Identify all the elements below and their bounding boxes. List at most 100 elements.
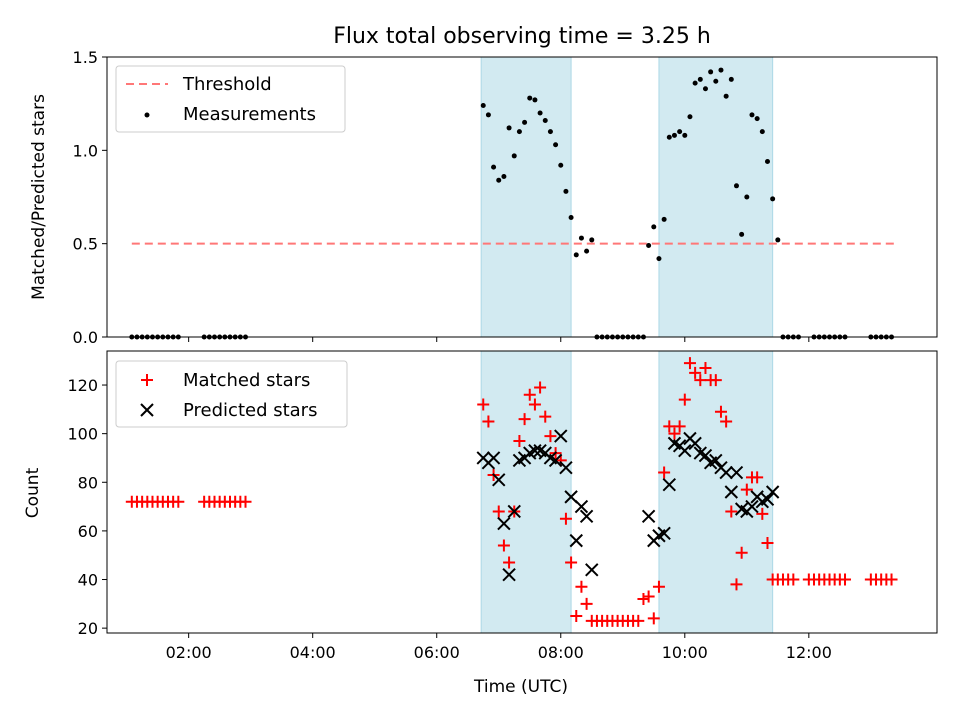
matched-legend-marker bbox=[141, 374, 153, 386]
predicted-star-point bbox=[719, 465, 733, 480]
matched-star-point bbox=[632, 614, 645, 627]
bottom-legend-box bbox=[115, 360, 348, 428]
top-panel: 0.0 0.5 1.0 1.5 Matched/Predicted stars Thr… bbox=[29, 48, 938, 347]
measurement-point bbox=[764, 159, 770, 165]
matched-star-point bbox=[761, 537, 774, 550]
measurement-point bbox=[733, 183, 739, 189]
matched-star-point bbox=[544, 430, 557, 443]
top-panel-legend: Threshold Measurements bbox=[115, 65, 346, 133]
matched-star-point bbox=[735, 546, 748, 559]
matched-star-point bbox=[725, 505, 738, 518]
measurement-point bbox=[692, 80, 698, 86]
y-tick-label: 120 bbox=[67, 376, 98, 395]
matched-star-point bbox=[714, 405, 727, 418]
measurement-point bbox=[739, 231, 745, 237]
predicted-star-point bbox=[745, 499, 759, 514]
matched-star-point bbox=[503, 556, 516, 569]
x-tick-label: 06:00 bbox=[414, 643, 460, 662]
matched-star-point bbox=[885, 573, 898, 586]
predicted-star-point bbox=[564, 490, 578, 504]
y-tick-label: 0.0 bbox=[73, 328, 98, 347]
measurement-point bbox=[646, 243, 652, 249]
measurement-point bbox=[728, 76, 734, 82]
matched-star-point bbox=[528, 398, 541, 411]
predicted-star-point bbox=[765, 485, 780, 499]
matched-star-point bbox=[694, 374, 707, 387]
bottom-panel: 20 40 60 80 100 120 02:00 04:00 06:00 08:00 10:00 1… bbox=[23, 350, 938, 697]
predicted-star-point bbox=[657, 526, 671, 541]
measurement-point bbox=[568, 215, 574, 221]
measurement-point bbox=[744, 194, 750, 200]
bottom-panel-frame bbox=[106, 350, 938, 634]
shaded-interval bbox=[480, 350, 572, 634]
matched-star-point bbox=[751, 471, 764, 484]
matched-star-point bbox=[663, 420, 676, 433]
matched-star-point bbox=[482, 415, 495, 428]
measurement-point bbox=[749, 112, 755, 118]
predicted-star-point bbox=[585, 563, 599, 577]
y-tick-label: 40 bbox=[78, 571, 98, 590]
matched-star-point bbox=[518, 413, 531, 426]
predicted-star-point bbox=[709, 453, 723, 468]
top-legend-box bbox=[115, 65, 346, 133]
measurement-point bbox=[687, 114, 693, 120]
measurement-point bbox=[677, 129, 683, 135]
top-panel-ylabel: Matched/Predicted stars bbox=[29, 94, 49, 300]
measurement-point bbox=[553, 142, 559, 148]
matched-star-point bbox=[565, 556, 578, 569]
measurement-point bbox=[713, 78, 719, 84]
measurement-point bbox=[511, 153, 517, 159]
measurement-point bbox=[563, 188, 569, 194]
matched-star-point bbox=[658, 466, 671, 479]
measurement-point bbox=[522, 119, 528, 125]
predicted-star-point bbox=[662, 477, 676, 492]
x-tick-label: 02:00 bbox=[166, 643, 212, 662]
matched-star-point bbox=[575, 580, 588, 593]
matched-star-point bbox=[839, 573, 852, 586]
predicted-star-point bbox=[698, 448, 713, 463]
predicted-star-point bbox=[497, 516, 511, 531]
predicted-star-point bbox=[486, 451, 501, 465]
predicted-star-point bbox=[528, 443, 542, 458]
matched-legend-label: Matched stars bbox=[183, 370, 310, 391]
predicted-star-point bbox=[502, 567, 516, 582]
predicted-star-point bbox=[569, 533, 583, 548]
predicted-star-point bbox=[678, 443, 692, 458]
matched-star-point bbox=[673, 420, 686, 433]
matched-star-point bbox=[730, 578, 743, 591]
shaded-interval bbox=[658, 56, 774, 338]
matched-star-point bbox=[756, 507, 769, 520]
matched-star-point bbox=[699, 362, 712, 375]
predicted-star-point bbox=[574, 499, 589, 514]
predicted-star-point bbox=[641, 509, 656, 524]
measurement-point bbox=[718, 67, 724, 73]
matched-star-point bbox=[513, 434, 526, 447]
matched-star-point bbox=[652, 580, 665, 593]
measurement-point bbox=[558, 162, 564, 168]
matched-star-point bbox=[570, 609, 583, 622]
matched-star-point bbox=[580, 597, 593, 610]
measurement-point bbox=[480, 103, 486, 109]
shaded-interval bbox=[658, 350, 774, 634]
chart-title: Flux total observing time = 3.25 h bbox=[333, 24, 711, 49]
measurement-point bbox=[671, 132, 677, 138]
matched-star-point bbox=[668, 427, 681, 440]
matched-star-point bbox=[787, 573, 800, 586]
measurement-point bbox=[496, 177, 502, 183]
y-tick-label: 20 bbox=[78, 619, 98, 638]
measurement-point bbox=[682, 132, 688, 138]
measurement-point bbox=[723, 93, 729, 99]
x-tick-label: 12:00 bbox=[786, 643, 832, 662]
measurement-point bbox=[584, 248, 590, 254]
measurement-point bbox=[537, 110, 543, 116]
measurement-point bbox=[527, 95, 533, 101]
predicted-star-point bbox=[554, 429, 568, 443]
matched-star-point bbox=[647, 612, 660, 625]
measurement-point bbox=[656, 256, 662, 262]
matched-star-point bbox=[492, 505, 505, 518]
measurement-point bbox=[697, 76, 703, 82]
predicted-star-point bbox=[760, 492, 775, 507]
matched-star-point bbox=[678, 393, 691, 406]
matched-star-point bbox=[239, 495, 252, 508]
